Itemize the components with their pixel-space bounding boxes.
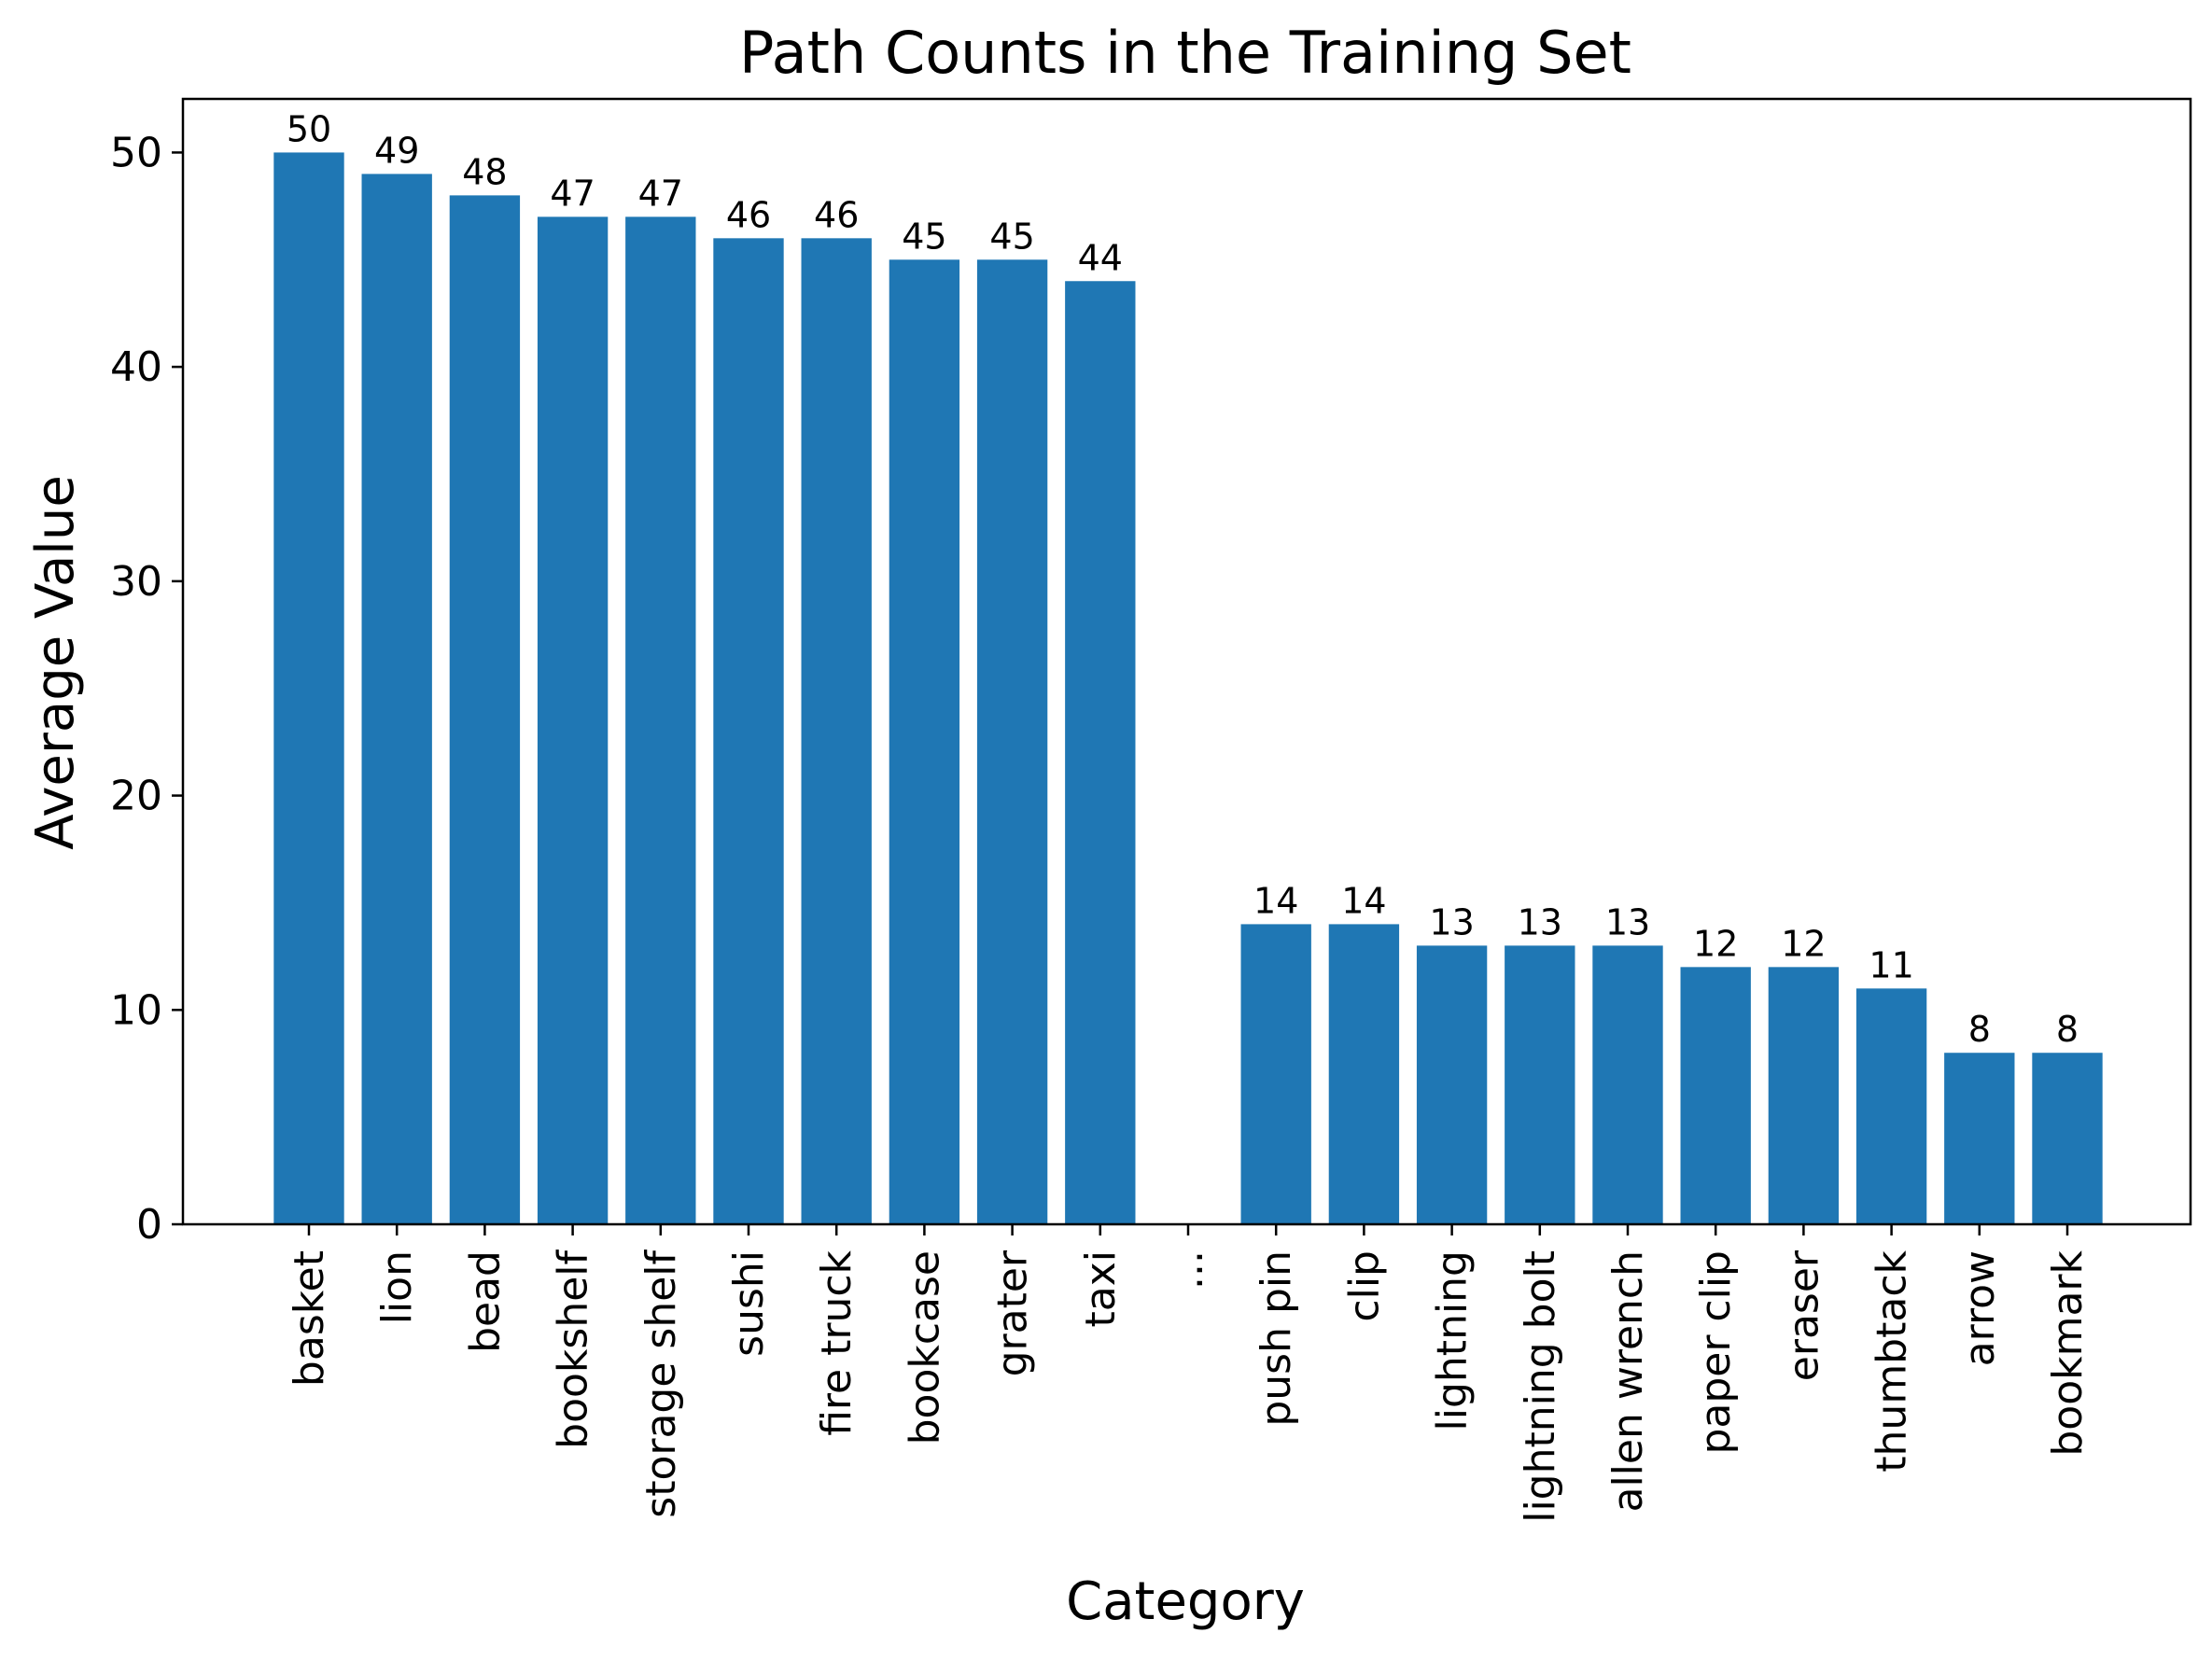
- chart-title: Path Counts in the Training Set: [739, 19, 1631, 87]
- x-axis-label: Category: [1066, 1571, 1305, 1632]
- data-label: 14: [1341, 880, 1386, 921]
- bar-allen-wrench: [1592, 945, 1663, 1224]
- bar-push-pin: [1240, 924, 1311, 1224]
- bar-paper-clip: [1680, 967, 1751, 1224]
- x-tick-label: sushi: [725, 1250, 773, 1357]
- data-label: 8: [2056, 1009, 2079, 1050]
- y-tick-label: 40: [110, 343, 162, 391]
- y-tick-label: 30: [110, 558, 162, 606]
- bar-arrow: [1944, 1053, 2015, 1224]
- bar-bookmark: [2032, 1053, 2103, 1224]
- x-tick-label: bookcase: [901, 1250, 948, 1445]
- data-label: 45: [989, 216, 1034, 257]
- x-tick-label: ...: [1165, 1250, 1212, 1290]
- x-tick-label: bookmark: [2044, 1249, 2092, 1456]
- x-tick-label: thumbtack: [1869, 1249, 1916, 1472]
- bars: [273, 152, 2103, 1225]
- bar-grater: [976, 259, 1048, 1225]
- bar-clip: [1328, 924, 1400, 1224]
- y-tick-label: 0: [136, 1201, 162, 1249]
- data-label: 47: [638, 173, 683, 214]
- data-label: 8: [1968, 1009, 1991, 1050]
- x-tick-label: bookshelf: [550, 1249, 597, 1449]
- plot-frame: [181, 97, 2192, 1226]
- x-tick-label: basket: [286, 1250, 333, 1387]
- y-axis: 0 10 20 30 40 50: [110, 129, 183, 1249]
- data-label: 48: [462, 151, 507, 192]
- data-label: 45: [902, 216, 946, 257]
- x-tick-label: lightning bolt: [1517, 1250, 1564, 1523]
- y-tick-label: 20: [110, 773, 162, 820]
- bar-bookshelf: [537, 216, 609, 1224]
- data-label: 44: [1078, 237, 1123, 278]
- bar-bead: [449, 195, 521, 1224]
- x-tick-label: push pin: [1253, 1250, 1300, 1427]
- bar-sushi: [713, 238, 784, 1224]
- x-tick-label: paper clip: [1692, 1250, 1740, 1455]
- x-tick-label: lightning: [1429, 1250, 1477, 1431]
- data-label: 46: [814, 194, 859, 235]
- data-label: 14: [1253, 880, 1298, 921]
- x-tick-label: clip: [1340, 1250, 1388, 1322]
- data-label: 13: [1429, 901, 1474, 942]
- x-tick-label: fire truck: [813, 1249, 861, 1435]
- data-label: 50: [287, 108, 331, 149]
- bar-storage-shelf: [625, 216, 696, 1224]
- x-tick-label: eraser: [1780, 1249, 1827, 1381]
- x-tick-label: storage shelf: [637, 1249, 685, 1517]
- y-axis-label: Average Value: [25, 475, 86, 850]
- y-tick-label: 50: [110, 129, 162, 176]
- x-axis: basket lion bead bookshelf storage shelf sush…: [286, 1224, 2092, 1523]
- data-label: 13: [1605, 901, 1650, 942]
- x-tick-label: bead: [461, 1250, 509, 1353]
- bar-lightning: [1416, 945, 1488, 1224]
- bar-thumbtack: [1855, 988, 1927, 1224]
- y-tick-label: 10: [110, 986, 162, 1034]
- data-label: 12: [1693, 923, 1738, 964]
- bar-lightning-bolt: [1505, 945, 1575, 1224]
- bar-basket: [273, 152, 344, 1224]
- x-tick-label: grater: [989, 1249, 1037, 1376]
- data-label: 11: [1869, 944, 1913, 985]
- bar-taxi: [1065, 281, 1136, 1224]
- bar-lion: [361, 174, 432, 1224]
- x-tick-label: allen wrench: [1604, 1250, 1652, 1513]
- data-labels: 50 49 48 47 47 46 46 45 45 44 14 14 13 13 13 12 12 11 8 8: [287, 108, 2079, 1050]
- data-label: 47: [550, 173, 595, 214]
- x-tick-label: arrow: [1956, 1250, 2004, 1366]
- x-tick-label: taxi: [1077, 1250, 1125, 1327]
- data-label: 12: [1781, 923, 1826, 964]
- x-tick-label: lion: [373, 1250, 421, 1324]
- data-label: 13: [1518, 901, 1562, 942]
- data-label: 46: [726, 194, 771, 235]
- bar-fire-truck: [801, 238, 872, 1224]
- bar-bookcase: [889, 259, 960, 1225]
- data-label: 49: [374, 130, 419, 171]
- bar-eraser: [1768, 967, 1840, 1224]
